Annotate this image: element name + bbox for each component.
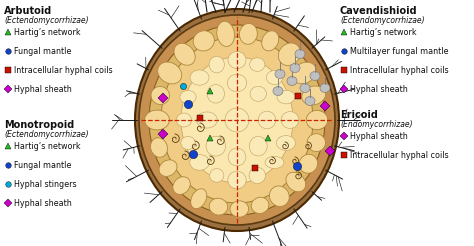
Ellipse shape (209, 56, 224, 73)
Ellipse shape (193, 31, 214, 51)
Ellipse shape (228, 51, 246, 69)
Ellipse shape (176, 113, 191, 127)
Text: Hyphal stingers: Hyphal stingers (14, 180, 77, 189)
Text: Hartig’s network: Hartig’s network (350, 28, 417, 37)
Ellipse shape (290, 63, 300, 73)
Text: Hyphal sheath: Hyphal sheath (350, 85, 408, 94)
Ellipse shape (266, 71, 283, 85)
Ellipse shape (217, 21, 235, 46)
Ellipse shape (230, 201, 249, 217)
Ellipse shape (207, 85, 225, 103)
Ellipse shape (190, 70, 209, 85)
Ellipse shape (276, 136, 295, 150)
Text: Ericoid: Ericoid (340, 110, 378, 120)
Text: (Ectendomycorrhizae): (Ectendomycorrhizae) (340, 16, 425, 25)
Ellipse shape (249, 167, 265, 184)
Ellipse shape (228, 148, 246, 166)
Ellipse shape (151, 87, 170, 105)
Ellipse shape (197, 112, 217, 128)
Ellipse shape (262, 31, 279, 51)
Ellipse shape (277, 90, 295, 104)
Text: Arbutoid: Arbutoid (4, 6, 52, 16)
Ellipse shape (299, 154, 318, 173)
Ellipse shape (292, 62, 316, 84)
Ellipse shape (311, 110, 327, 129)
Ellipse shape (320, 83, 330, 92)
Ellipse shape (135, 9, 339, 231)
Ellipse shape (190, 154, 210, 170)
Ellipse shape (250, 58, 265, 71)
Ellipse shape (286, 172, 306, 192)
Ellipse shape (273, 87, 283, 95)
Ellipse shape (239, 23, 257, 44)
Ellipse shape (228, 74, 246, 92)
Text: Cavendishioid: Cavendishioid (340, 6, 418, 16)
Ellipse shape (310, 72, 320, 80)
Ellipse shape (209, 198, 228, 215)
Ellipse shape (174, 43, 195, 65)
Text: Intracellular hyphal coils: Intracellular hyphal coils (14, 66, 113, 75)
Ellipse shape (302, 86, 326, 105)
Ellipse shape (206, 136, 226, 156)
Text: (Ectendomycorrhizae): (Ectendomycorrhizae) (4, 16, 89, 25)
Ellipse shape (269, 186, 289, 206)
Ellipse shape (181, 136, 195, 150)
Text: Intracellular hyphal coils: Intracellular hyphal coils (350, 66, 448, 75)
Ellipse shape (251, 197, 269, 214)
Ellipse shape (151, 138, 167, 157)
Ellipse shape (159, 160, 177, 176)
Ellipse shape (158, 62, 182, 84)
Ellipse shape (275, 70, 285, 78)
Ellipse shape (173, 177, 190, 194)
Ellipse shape (191, 189, 207, 209)
Ellipse shape (250, 86, 266, 101)
Text: Multilayer fungal mantle: Multilayer fungal mantle (350, 47, 448, 56)
Ellipse shape (281, 112, 299, 128)
Ellipse shape (265, 156, 284, 169)
Text: Hartig’s network: Hartig’s network (14, 28, 81, 37)
Ellipse shape (145, 110, 169, 130)
Ellipse shape (180, 91, 196, 104)
Text: Fungal mantle: Fungal mantle (14, 47, 72, 56)
Text: Hyphal sheath: Hyphal sheath (350, 132, 408, 141)
Ellipse shape (287, 77, 297, 86)
Ellipse shape (306, 110, 328, 130)
Ellipse shape (300, 83, 310, 92)
Text: Fungal mantle: Fungal mantle (14, 161, 72, 170)
Text: Hyphal sheath: Hyphal sheath (14, 85, 72, 94)
Ellipse shape (161, 37, 313, 203)
Ellipse shape (149, 25, 325, 215)
Ellipse shape (225, 108, 249, 132)
Text: (Endomycorrhizae): (Endomycorrhizae) (340, 120, 413, 129)
Text: Intracellular hyphal coils: Intracellular hyphal coils (350, 151, 448, 160)
Ellipse shape (258, 111, 276, 129)
Ellipse shape (228, 171, 246, 189)
Ellipse shape (139, 15, 335, 225)
Ellipse shape (278, 43, 301, 65)
Text: Monotropoid: Monotropoid (4, 120, 74, 130)
Ellipse shape (210, 169, 224, 182)
Ellipse shape (181, 57, 293, 183)
Ellipse shape (249, 136, 267, 156)
Text: Hyphal sheath: Hyphal sheath (14, 199, 72, 208)
Text: (Ectendomycorrhizae): (Ectendomycorrhizae) (4, 130, 89, 139)
Ellipse shape (307, 134, 326, 152)
Text: Hartig’s network: Hartig’s network (14, 142, 81, 151)
Ellipse shape (305, 96, 315, 106)
Ellipse shape (295, 49, 305, 59)
